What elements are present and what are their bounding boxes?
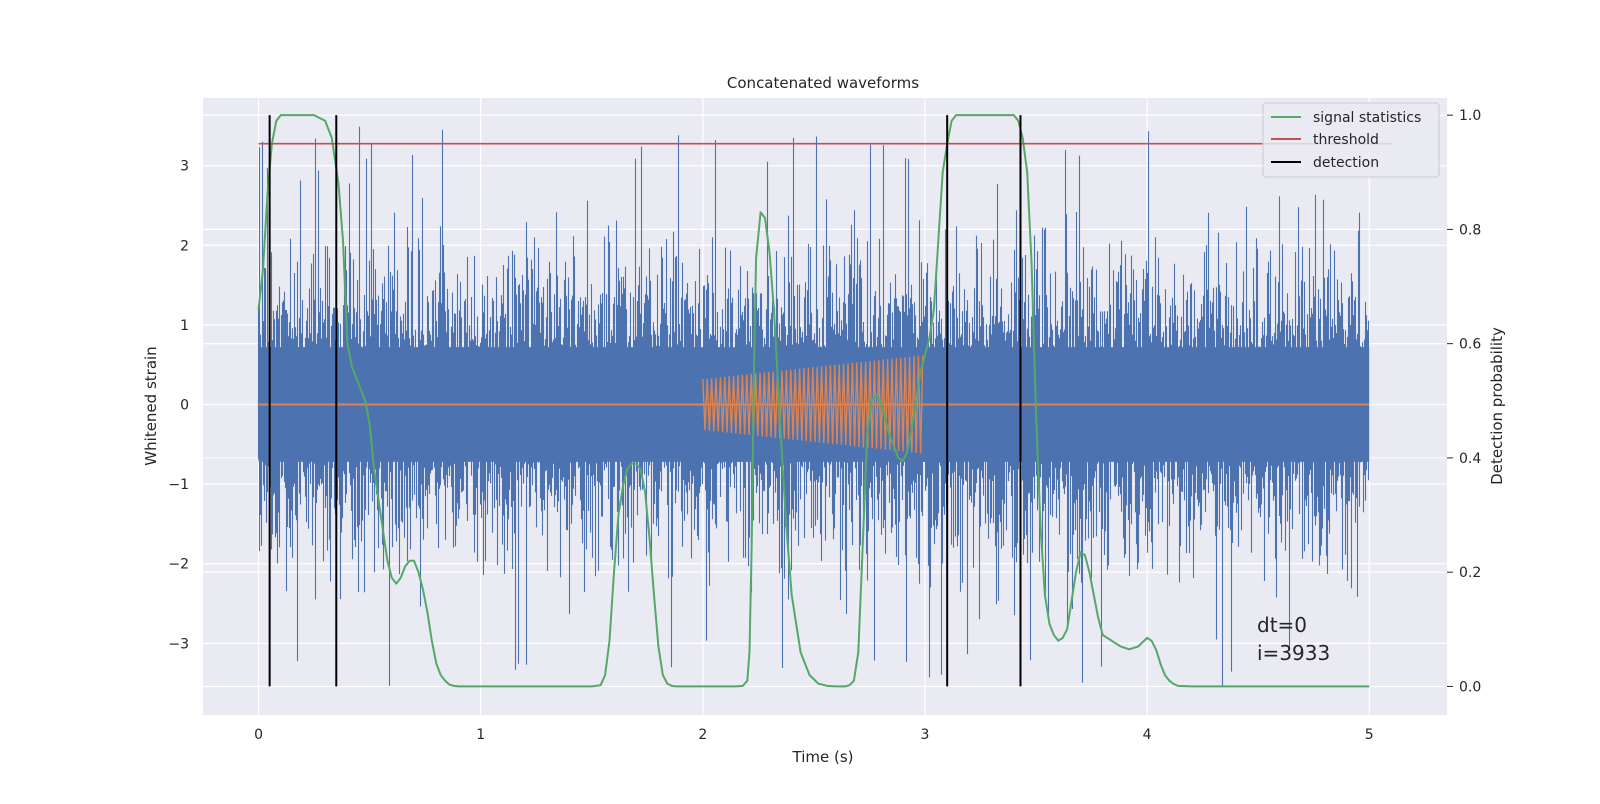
x-tick-label: 4 [1143,727,1152,743]
y2-tick-label: 0.4 [1459,451,1481,467]
chart-title: Concatenated waveforms [727,74,919,92]
y-tick-label: −1 [168,477,189,493]
x-tick-label: 0 [254,727,263,743]
legend-label-detection: detection [1313,155,1379,171]
legend: signal statistics threshold detection [1262,102,1440,178]
y-tick-label: 3 [180,159,189,175]
x-tick-label: 1 [476,727,485,743]
y-tick-label: 1 [180,318,189,334]
signal-statistics-line [257,114,1370,688]
signal-statistics-series [257,114,1370,688]
legend-label-signal-statistics: signal statistics [1313,110,1421,126]
x-tick-label: 2 [698,727,707,743]
y2-tick-label: 0.2 [1459,565,1481,581]
annotation-dt: dt=0 [1257,613,1307,637]
x-axis-label: Time (s) [792,748,854,766]
x-tick-label: 3 [921,727,930,743]
y2-axis-label: Detection probability [1488,327,1506,485]
y-tick-label: 0 [180,398,189,414]
annotation-index: i=3933 [1257,641,1330,665]
y2-tick-label: 0.6 [1459,337,1481,353]
y-tick-label: −2 [168,557,189,573]
y2-tick-label: 0.8 [1459,222,1481,238]
y2-tick-label: 1.0 [1459,108,1481,124]
detection-series [268,115,1022,687]
y-tick-label: 2 [180,238,189,254]
axes: 0 1 2 3 4 5 −3 −2 −1 0 1 2 3 0.0 0.2 0.4 0.6 0.8 1.0 [168,108,1481,743]
y-axis-label: Whitened strain [142,346,160,465]
y-tick-label: −3 [168,636,189,652]
y2-tick-label: 0.0 [1459,679,1481,695]
legend-label-threshold: threshold [1313,132,1379,148]
legend-box [1262,102,1440,178]
x-tick-label: 5 [1365,727,1374,743]
